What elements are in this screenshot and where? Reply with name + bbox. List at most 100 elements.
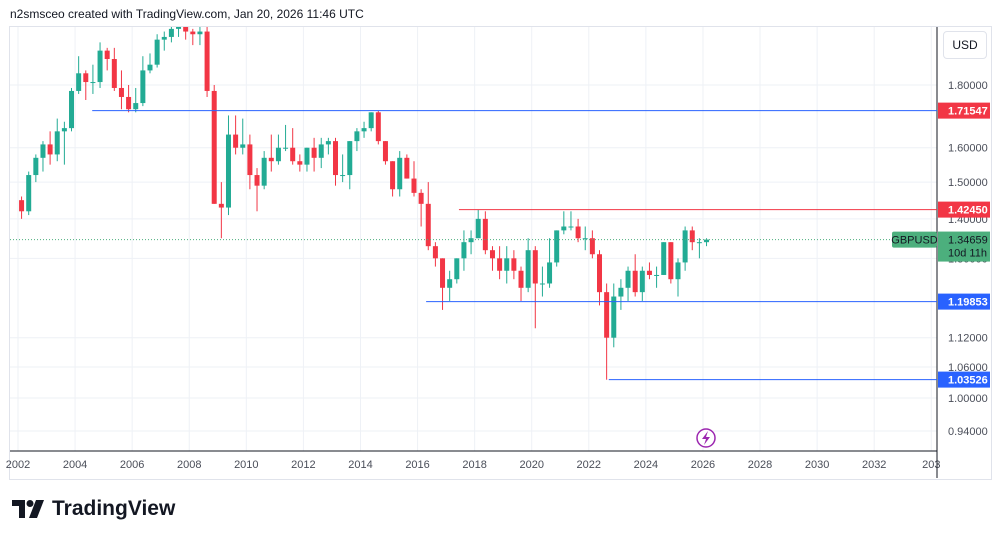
x-tick-label: 2028 [748, 459, 772, 471]
tradingview-logo[interactable]: TradingView [12, 497, 175, 521]
candle-body [497, 258, 503, 271]
candle-body [211, 90, 217, 204]
candle-body [704, 239, 710, 243]
candle-body [597, 254, 603, 293]
candle-body [190, 31, 196, 35]
candle-body [368, 112, 374, 129]
x-tick-label: 2026 [691, 459, 715, 471]
candle-body [111, 59, 117, 88]
candle-body [390, 161, 396, 190]
candle-body [604, 292, 610, 338]
candle-body [411, 178, 417, 193]
x-tick-label: 2012 [291, 459, 315, 471]
candle-body [661, 242, 667, 275]
x-tick-label: 2008 [177, 459, 201, 471]
candle-body [696, 242, 702, 244]
candle-body [461, 242, 467, 259]
candle-body [582, 238, 588, 240]
candle-body [76, 73, 82, 91]
symbol-label: GBPUSD [891, 235, 938, 247]
candle-body [511, 258, 517, 271]
candle-body [632, 270, 638, 293]
logo-text: TradingView [52, 497, 176, 520]
candle-body [133, 103, 139, 110]
x-tick-label: 2032 [862, 459, 886, 471]
candle-body [161, 36, 167, 40]
candle-body [333, 141, 339, 176]
candle-body [126, 96, 132, 110]
candle-body [589, 238, 595, 255]
candle-body [418, 192, 424, 204]
candle-body [639, 270, 645, 293]
candle-body [240, 144, 246, 148]
y-tick-label: 1.12000 [948, 333, 988, 345]
candle-body [468, 238, 474, 243]
x-tick-label: 2030 [805, 459, 829, 471]
candle-body [532, 250, 538, 284]
candle-body [197, 31, 203, 35]
candle-body [625, 270, 631, 288]
candle-body [147, 64, 153, 71]
x-tick-label: 2022 [577, 459, 601, 471]
candle-body [90, 82, 96, 84]
candle-body [268, 157, 274, 162]
candle-body [646, 270, 652, 275]
candle-body [525, 250, 531, 288]
candle-body [176, 27, 182, 29]
candle-body [40, 144, 46, 158]
candle-body [518, 270, 524, 288]
candle-body [689, 230, 695, 243]
candle-body [325, 141, 331, 145]
symbol-label-bg [892, 231, 937, 248]
candle-body [361, 128, 367, 132]
candle-body [69, 90, 75, 129]
candle-body [26, 175, 32, 212]
y-tick-label: 0.94000 [948, 426, 988, 438]
candle-body [297, 161, 303, 165]
candle-body [275, 147, 281, 162]
candle-body [354, 131, 360, 142]
x-tick-label: 2002 [6, 459, 30, 471]
price-label-bg [938, 293, 990, 310]
candle-body [539, 283, 545, 285]
candle-body [254, 175, 260, 186]
lightning-bolt [702, 431, 710, 445]
candle-body [33, 157, 39, 176]
candle-body [283, 147, 289, 149]
candle-body [375, 112, 381, 142]
chart-caption: n2smsceo created with TradingView.com, J… [10, 7, 364, 21]
candle-body [304, 147, 310, 165]
last-price-label: 1.34659 [948, 235, 988, 247]
candle-body [504, 258, 510, 271]
candle-body [225, 134, 231, 208]
candle-body [118, 87, 124, 97]
candle-body [19, 200, 25, 212]
candle-body [432, 246, 438, 259]
x-tick-label: 2024 [634, 459, 658, 471]
price-label: 1.19853 [948, 297, 988, 309]
candle-body [561, 226, 567, 231]
y-tick-label: 1.80000 [948, 80, 988, 92]
candle-body [318, 144, 324, 158]
x-tick-label: 2006 [120, 459, 144, 471]
candle-body [454, 258, 460, 280]
candle-body [290, 147, 296, 162]
candle-body [425, 203, 431, 247]
candles [19, 27, 710, 380]
candle-body [54, 131, 60, 155]
candle-body [404, 157, 410, 179]
candle-body [554, 230, 560, 263]
currency-button[interactable]: USD [943, 31, 987, 59]
candle-body [347, 141, 353, 176]
candle-body [475, 218, 481, 239]
candle-body [168, 28, 174, 37]
candle-body [154, 39, 160, 65]
candle-body [575, 226, 581, 239]
candle-body [140, 70, 146, 104]
y-tick-label: 1.50000 [948, 177, 988, 189]
last-price-label-bg [938, 231, 990, 262]
candle-body [47, 144, 53, 155]
y-tick-label: 1.60000 [948, 143, 988, 155]
x-tick-label: 2014 [348, 459, 372, 471]
